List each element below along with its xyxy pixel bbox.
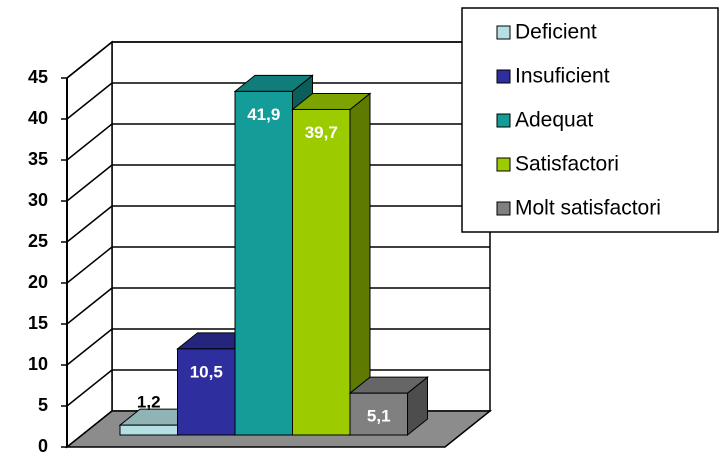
grid-line — [66, 369, 113, 407]
bar — [234, 90, 293, 436]
y-tick-label: 20 — [28, 272, 48, 292]
y-tick-label: 0 — [38, 436, 48, 456]
value-label: 5,1 — [367, 407, 391, 426]
grid-line — [66, 164, 113, 202]
legend-swatch — [496, 69, 511, 84]
y-tick-label: 15 — [28, 313, 48, 333]
y-tick-label: 30 — [28, 190, 48, 210]
bar — [292, 108, 351, 436]
bar — [349, 392, 408, 436]
legend-label: Adequat — [515, 109, 593, 132]
legend-label: Molt satisfactori — [515, 197, 661, 220]
side-wall — [66, 40, 113, 449]
legend-label: Insuficient — [515, 65, 610, 88]
legend-swatch — [496, 25, 511, 40]
legend-swatch — [496, 113, 511, 128]
grid-line — [66, 246, 113, 284]
legend-label: Deficient — [515, 21, 597, 44]
legend-swatch — [496, 201, 511, 216]
y-tick-label: 40 — [28, 108, 48, 128]
grid-line — [66, 287, 113, 325]
grid-line — [66, 82, 113, 120]
legend-swatch — [496, 157, 511, 172]
value-label: 39,7 — [305, 123, 338, 142]
y-tick-label: 10 — [28, 354, 48, 374]
value-label: 1,2 — [137, 393, 161, 412]
bar — [119, 424, 178, 436]
y-tick-label: 25 — [28, 231, 48, 251]
bar — [177, 348, 236, 436]
legend-label: Satisfactori — [515, 153, 619, 176]
grid-line — [66, 41, 113, 79]
y-tick-label: 35 — [28, 149, 48, 169]
y-tick-label: 45 — [28, 67, 48, 87]
y-tick-label: 5 — [38, 395, 48, 415]
value-label: 41,9 — [247, 105, 280, 124]
value-label: 10,5 — [190, 362, 223, 381]
grid-line — [66, 123, 113, 161]
grid-line — [66, 328, 113, 366]
grid-line — [66, 205, 113, 243]
